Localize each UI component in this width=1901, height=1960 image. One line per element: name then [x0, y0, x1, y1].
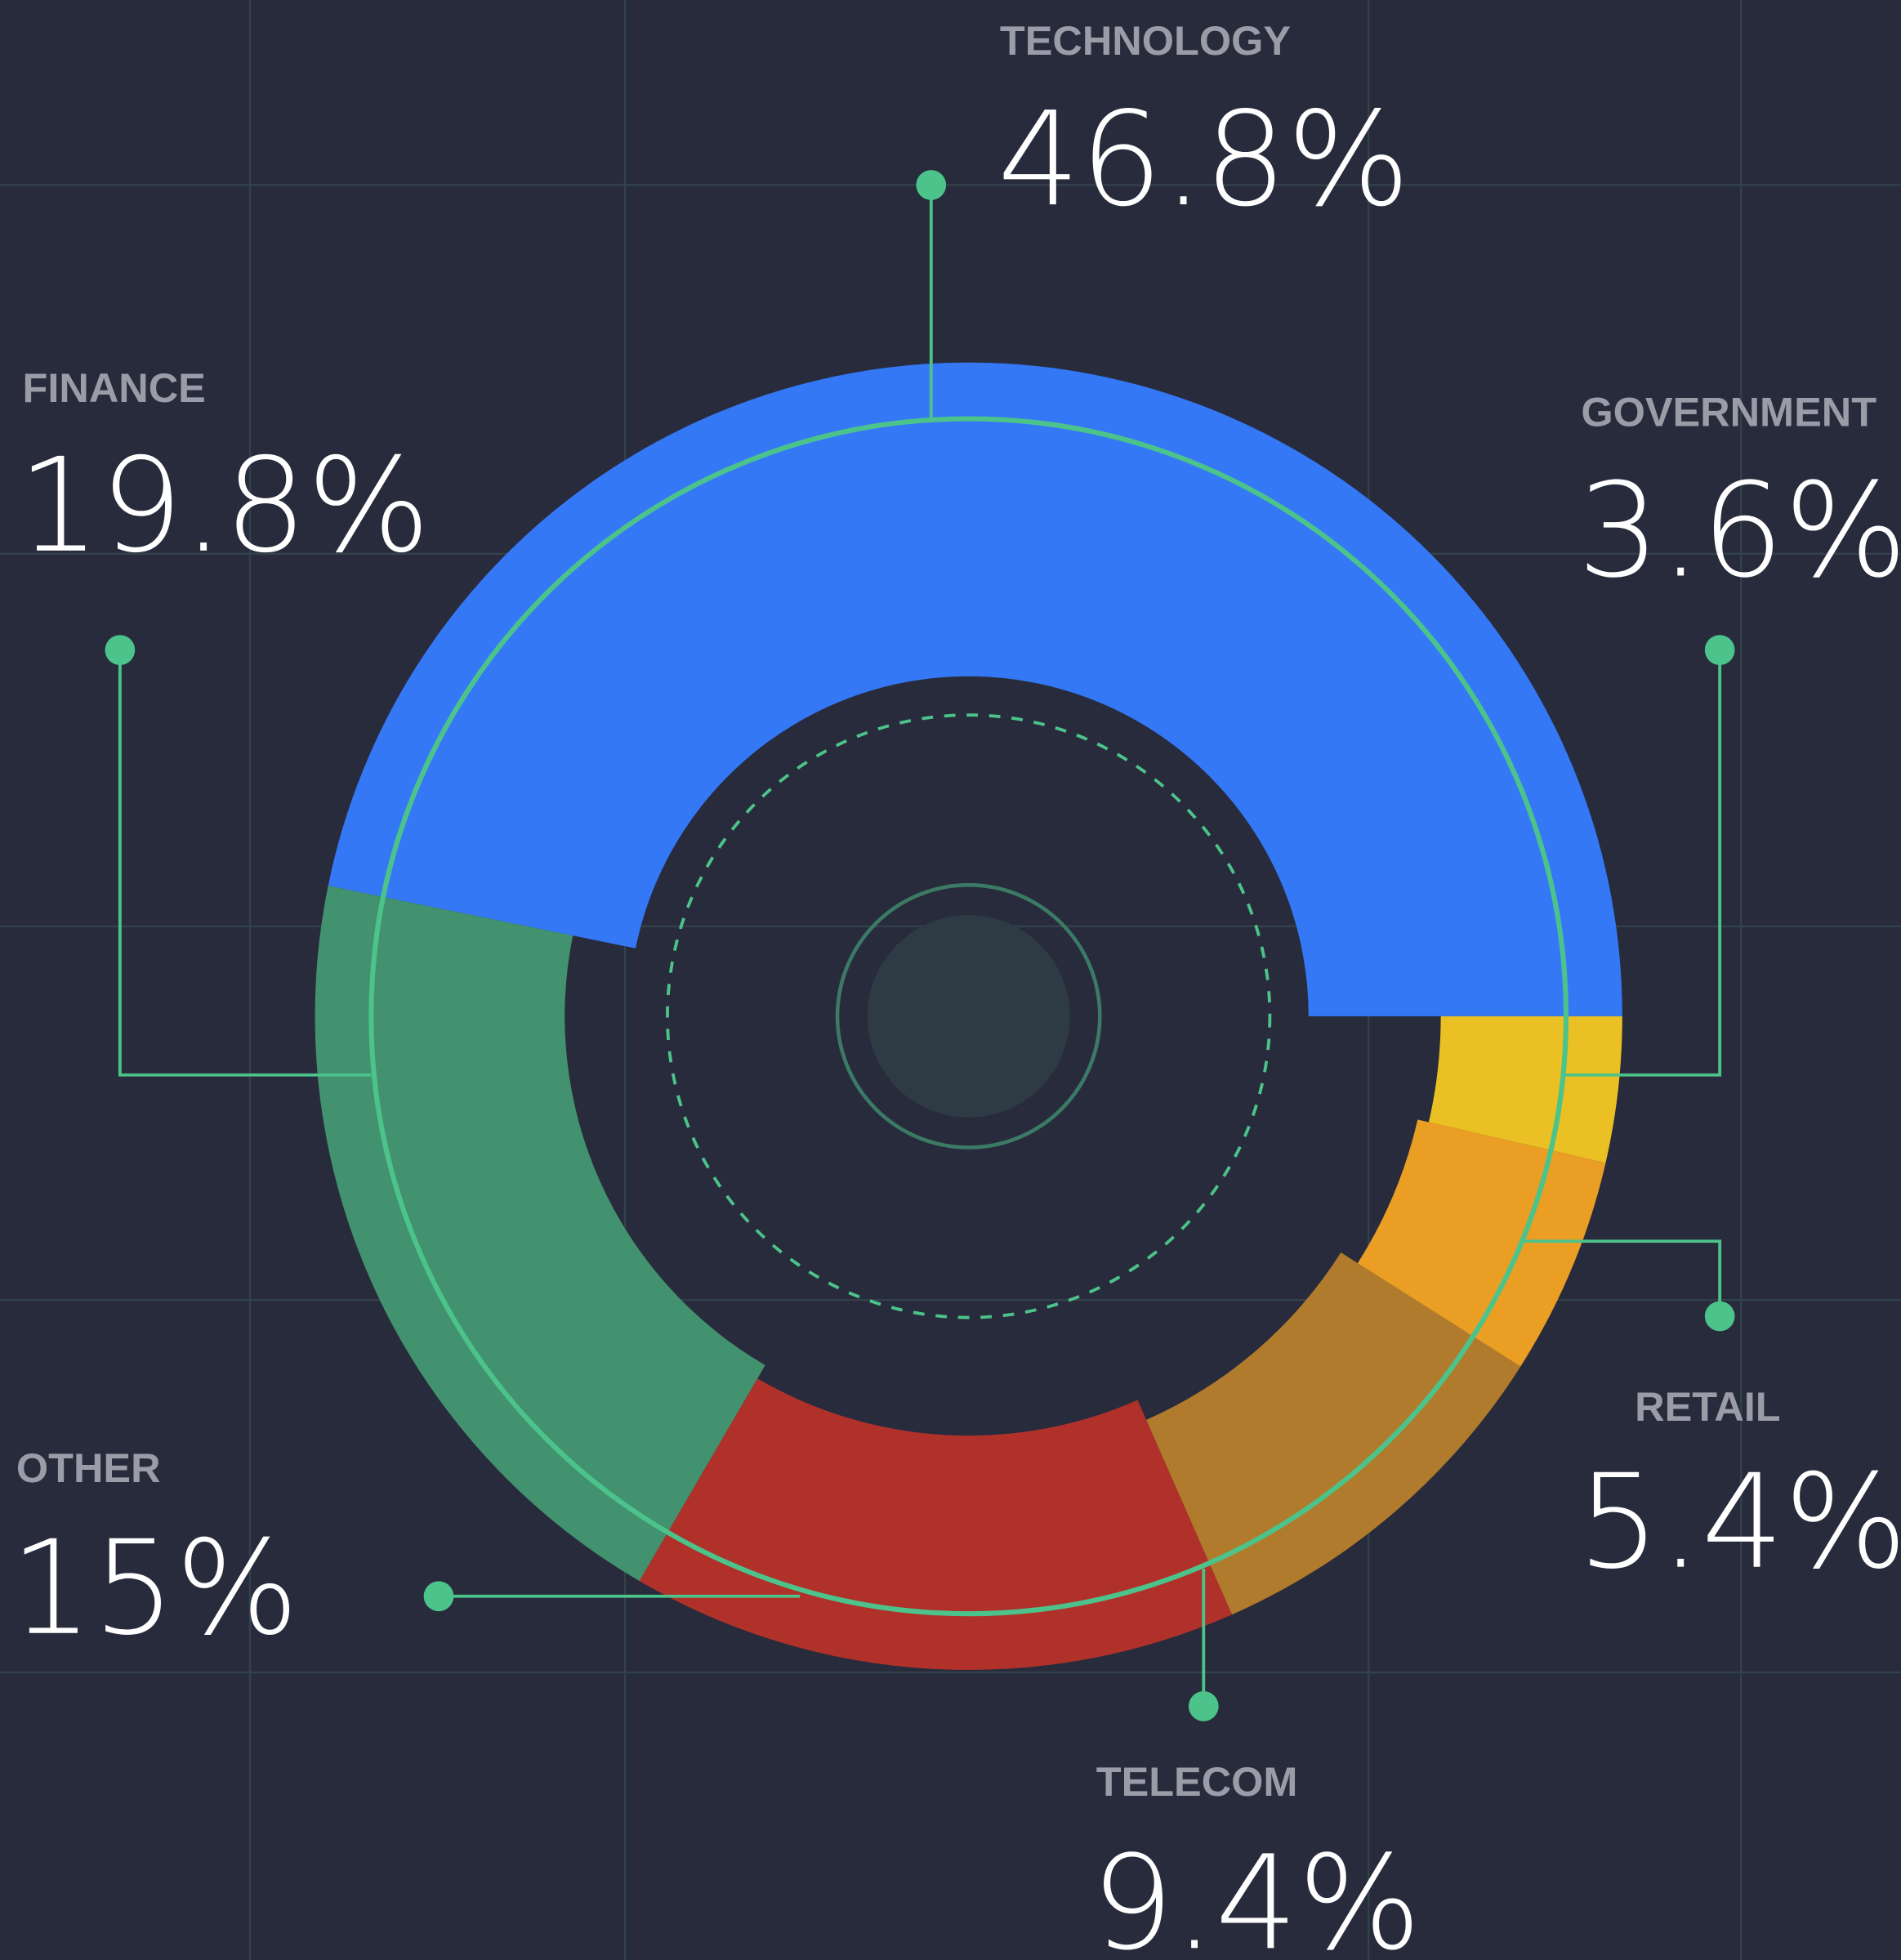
guide-ring [368, 416, 1569, 1617]
value-label: 3.6% [1577, 454, 1901, 606]
leader-dot [1704, 1301, 1735, 1332]
value-label: 9.4% [1091, 1827, 1421, 1960]
category-label: RETAIL [1635, 1383, 1781, 1430]
category-label: FINANCE [23, 364, 206, 411]
leader-dot [1188, 1691, 1219, 1721]
leader-dot [916, 170, 947, 200]
wedge [1146, 1252, 1521, 1615]
leaders [105, 170, 1735, 1721]
leader-dot [423, 1581, 454, 1612]
dashed-ring [666, 713, 1272, 1319]
leader-line [1562, 650, 1722, 1077]
category-label: TECHNOLOGY [1000, 17, 1291, 64]
leader-dot [105, 635, 136, 665]
value-label: 46.8% [997, 83, 1410, 235]
wedge [1428, 1016, 1622, 1163]
leader-line [1524, 1239, 1722, 1317]
value-label: 5.4% [1577, 1446, 1901, 1598]
center-ring [835, 882, 1102, 1150]
wedge [315, 886, 765, 1582]
wedge [328, 362, 1622, 1016]
category-label: TELECOM [1096, 1758, 1298, 1805]
leader-dot [1704, 635, 1735, 665]
category-label: OTHER [16, 1444, 161, 1491]
leader-line [118, 650, 372, 1077]
category-label: GOVERNMENT [1581, 388, 1876, 435]
value-label: 19.8% [17, 430, 430, 582]
center-disc [867, 914, 1070, 1118]
value-label: 15% [10, 1512, 299, 1664]
